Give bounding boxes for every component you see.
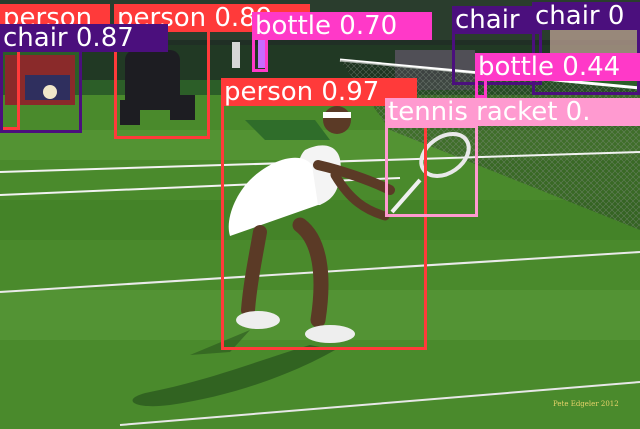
detection-label-chair-2: chair <box>452 6 540 34</box>
detection-label-bottle-1: bottle 0.70 <box>252 12 432 40</box>
detection-label-tennis-racket: tennis racket 0. <box>385 98 640 126</box>
detection-label-chair-1: chair 0.87 <box>0 24 168 52</box>
detection-label-chair-3: chair 0 <box>532 2 640 30</box>
detection-label-bottle-2: bottle 0.44 <box>475 53 640 81</box>
photo-credit: Pete Edgeler 2012 <box>553 400 619 408</box>
detection-box-tennis-racket <box>385 125 478 217</box>
detection-box-bottle-2 <box>475 78 487 98</box>
detection-box-chair-1 <box>0 45 82 133</box>
